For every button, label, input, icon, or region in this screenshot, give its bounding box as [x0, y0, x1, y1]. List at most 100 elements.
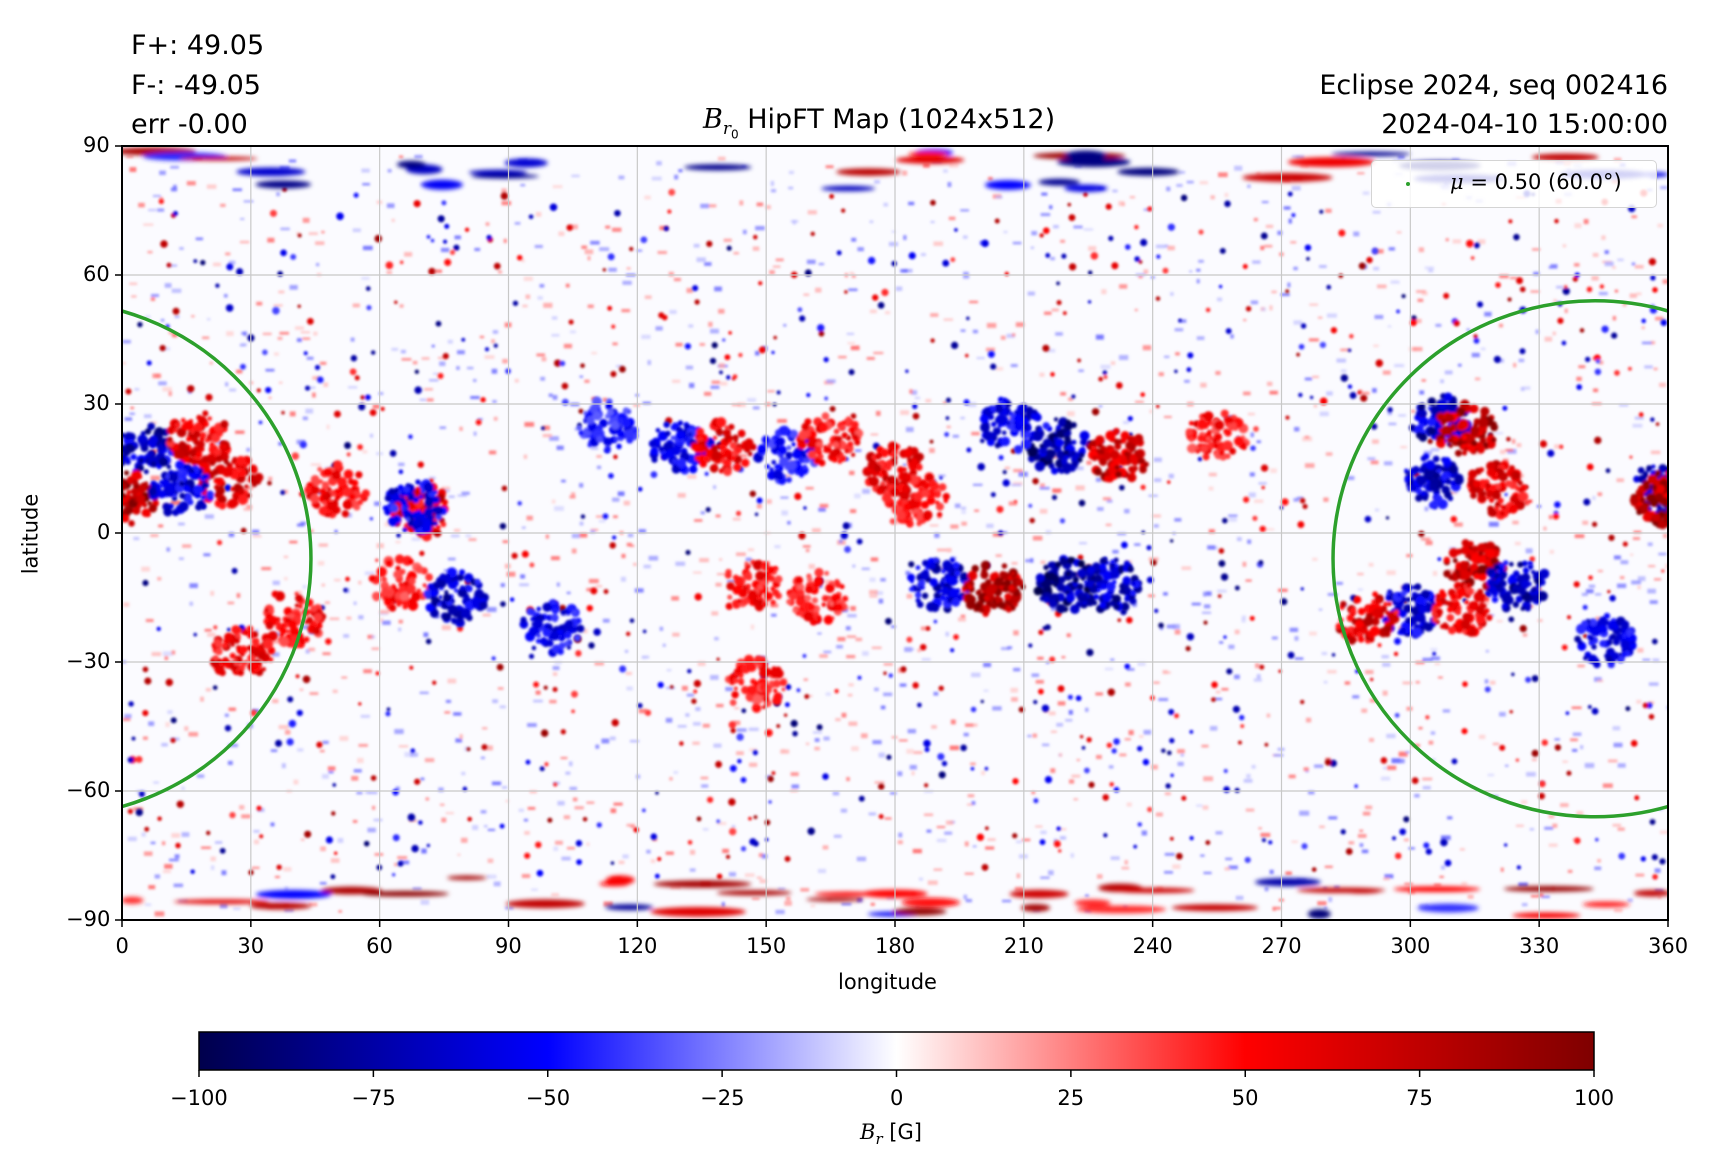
network-element [462, 786, 468, 792]
speckle-cell [695, 707, 701, 711]
speckle-cell [555, 840, 563, 845]
network-element [1648, 713, 1655, 720]
speckle-cell [505, 799, 510, 803]
speckle-cell [1383, 877, 1390, 881]
active-region-blob [416, 509, 422, 515]
active-region-blob [753, 601, 759, 607]
network-element [1465, 239, 1474, 248]
network-element [1084, 767, 1090, 774]
active-region-blob [1015, 578, 1024, 587]
speckle-cell [295, 326, 305, 330]
speckle-cell [1208, 486, 1214, 491]
network-element [397, 860, 404, 867]
active-region-blob [959, 572, 969, 581]
speckle-cell [931, 725, 937, 729]
speckle-cell [1399, 758, 1405, 764]
speckle-cell [1294, 636, 1299, 641]
network-element [1319, 397, 1328, 406]
speckle-cell [1003, 230, 1008, 234]
active-region-blob [576, 624, 585, 633]
speckle-cell [181, 832, 190, 837]
network-element [1515, 758, 1520, 762]
speckle-cell [1484, 311, 1492, 317]
speckle-cell [1633, 530, 1642, 534]
active-region-blob [203, 421, 209, 428]
speckle-cell [1006, 333, 1015, 338]
speckle-cell [500, 583, 505, 588]
speckle-cell [818, 507, 826, 512]
speckle-cell [950, 719, 956, 725]
speckle-cell [1612, 316, 1617, 321]
active-region-blob [835, 593, 841, 599]
polar-streak [1331, 151, 1411, 157]
speckle-cell [1521, 903, 1528, 907]
speckle-cell [235, 430, 245, 434]
network-element [799, 315, 806, 322]
active-region-blob [180, 418, 186, 423]
network-element [945, 416, 950, 420]
polar-streak [650, 907, 746, 917]
speckle-cell [602, 618, 610, 623]
speckle-cell [270, 822, 275, 827]
speckle-cell [825, 692, 831, 696]
speckle-cell [445, 699, 452, 703]
speckle-cell [207, 318, 211, 321]
network-element [1583, 498, 1591, 506]
active-region-blob [424, 520, 432, 527]
network-element [1091, 408, 1100, 416]
speckle-cell [677, 725, 687, 728]
speckle-cell [960, 614, 966, 618]
speckle-cell [1439, 875, 1444, 878]
speckle-cell [268, 476, 273, 481]
network-element [1650, 275, 1656, 281]
speckle-cell [1166, 186, 1171, 192]
active-region-blob [432, 498, 437, 504]
speckle-cell [1215, 371, 1221, 375]
speckle-cell [431, 344, 435, 348]
active-region-blob [769, 467, 774, 472]
speckle-cell [756, 504, 762, 509]
active-region-blob [459, 585, 466, 591]
active-region-blob [376, 566, 387, 578]
speckle-cell [1632, 423, 1643, 428]
speckle-cell [1287, 282, 1291, 288]
active-region-blob [342, 499, 353, 510]
speckle-cell [656, 161, 662, 166]
active-region-blob [677, 420, 684, 426]
active-region-blob [712, 463, 718, 470]
speckle-cell [467, 366, 474, 370]
speckle-cell [265, 368, 275, 372]
network-element [158, 198, 164, 205]
network-element [392, 788, 399, 796]
network-element [1411, 315, 1417, 321]
speckle-cell [1013, 667, 1021, 672]
speckle-cell [1270, 468, 1277, 473]
active-region-blob [728, 423, 735, 431]
network-element [706, 240, 713, 247]
speckle-cell [204, 514, 214, 519]
network-element [236, 268, 244, 276]
network-element [535, 841, 542, 849]
speckle-cell [1377, 284, 1387, 289]
speckle-cell [963, 273, 970, 279]
speckle-cell [891, 230, 896, 233]
network-element [1162, 267, 1169, 274]
network-element [945, 397, 951, 403]
network-element [824, 396, 829, 401]
speckle-cell [642, 401, 651, 405]
speckle-cell [551, 334, 560, 337]
speckle-cell [1010, 687, 1018, 693]
network-element [142, 666, 149, 673]
speckle-cell [322, 740, 329, 744]
speckle-cell [352, 228, 361, 233]
network-element [610, 861, 615, 865]
speckle-cell [225, 252, 231, 256]
active-region-blob [823, 615, 834, 625]
active-region-blob [897, 466, 905, 474]
speckle-cell [1221, 688, 1229, 691]
active-region-blob [283, 607, 293, 616]
speckle-cell [184, 726, 189, 731]
network-element [891, 260, 897, 267]
speckle-cell [1614, 908, 1623, 913]
network-element [1393, 651, 1399, 657]
